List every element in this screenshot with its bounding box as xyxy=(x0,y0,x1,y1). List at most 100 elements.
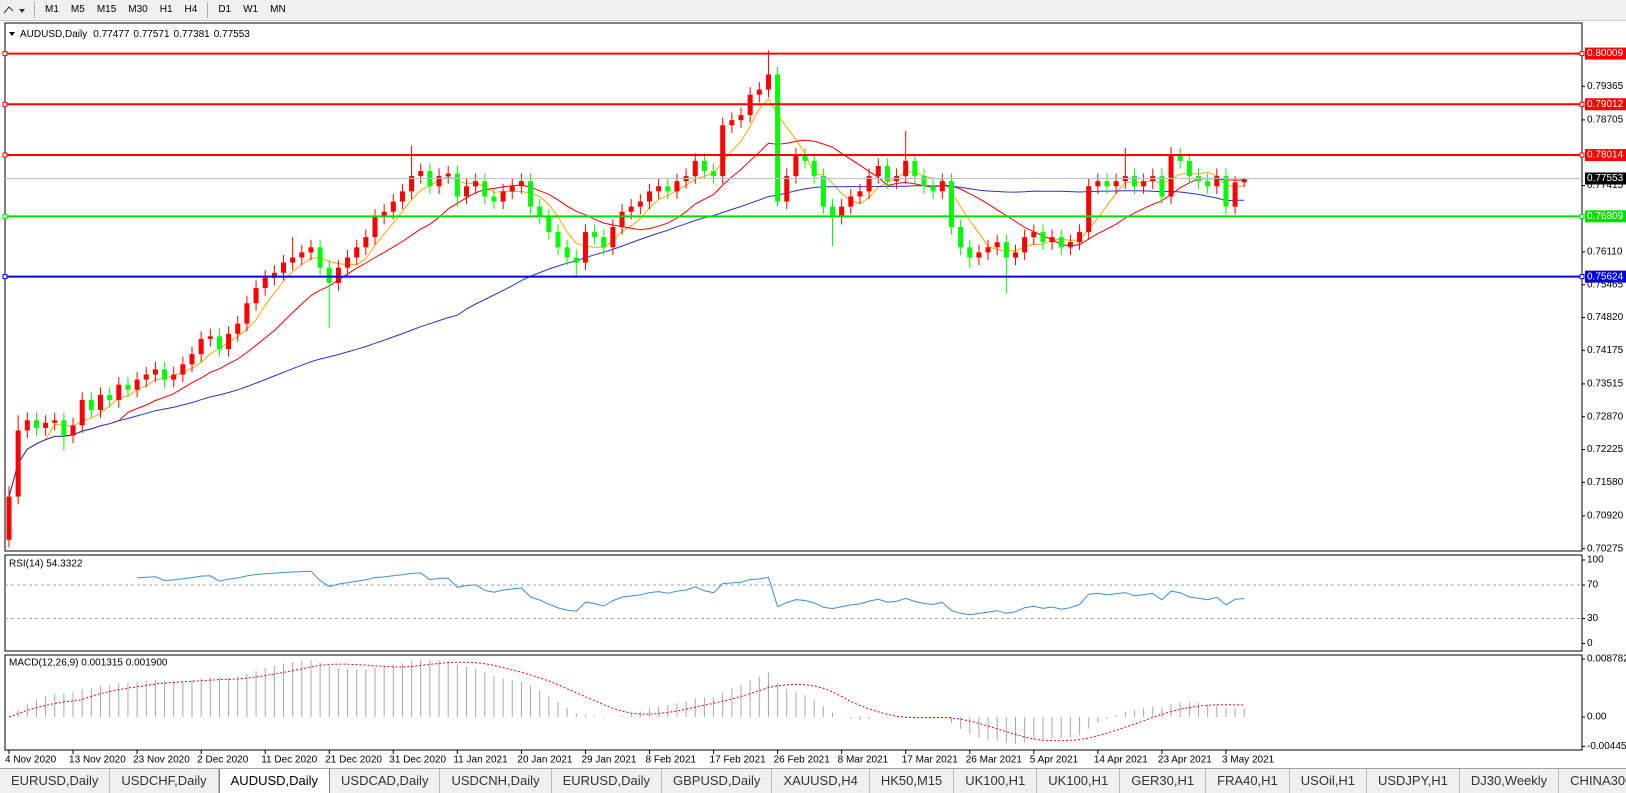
candle-body xyxy=(1022,237,1028,253)
chart-tab[interactable]: USOil,H1 xyxy=(1290,769,1367,793)
timeframe-button[interactable]: M5 xyxy=(70,4,85,15)
chart-tab[interactable]: GBPUSD,Daily xyxy=(662,769,773,793)
y-tick-label: 30 xyxy=(1587,613,1599,624)
chart-tab[interactable]: UK100,H1 xyxy=(954,769,1038,793)
y-tick-label: -0.004451 xyxy=(1587,741,1626,752)
candle-body xyxy=(509,186,515,192)
chart-tab[interactable]: HK50,M15 xyxy=(870,769,955,793)
x-tick-label: 17 Feb 2021 xyxy=(710,755,767,766)
candle-body xyxy=(665,186,671,192)
candle-body xyxy=(958,226,964,248)
candle-body xyxy=(454,173,460,197)
candle-body xyxy=(601,237,607,248)
chart-tab[interactable]: FRA40,H1 xyxy=(1206,769,1290,793)
rsi-line xyxy=(137,570,1245,616)
level-price-label: 0.78014 xyxy=(1587,150,1624,161)
chart-tab[interactable]: EURUSD,Daily xyxy=(552,769,662,793)
timeframe-button[interactable]: D1 xyxy=(218,4,232,15)
candle-body xyxy=(765,74,771,90)
chart-tab[interactable]: XAUUSD,H4 xyxy=(772,769,870,793)
chart-tab[interactable]: DJ30,Weekly xyxy=(1460,769,1560,793)
chart-tab[interactable]: CHINA300,H1 xyxy=(1559,769,1626,793)
x-tick-label: 26 Feb 2021 xyxy=(774,755,831,766)
candle-body xyxy=(308,247,314,253)
candle-body xyxy=(592,232,598,238)
timeframe-button[interactable]: M1 xyxy=(45,4,59,15)
timeframe-button[interactable]: W1 xyxy=(243,4,259,15)
x-tick-label: 31 Dec 2020 xyxy=(389,755,446,766)
candle-body xyxy=(33,420,39,428)
y-tick-label: 0.71580 xyxy=(1587,477,1624,488)
candle-body xyxy=(299,252,305,258)
timeframe-button[interactable]: M30 xyxy=(128,4,148,15)
chart-tab[interactable]: USDCNH,Daily xyxy=(440,769,552,793)
candle-body xyxy=(1013,252,1018,258)
candle-body xyxy=(1232,182,1238,207)
collapse-arrow xyxy=(9,32,15,36)
moving-average xyxy=(8,139,1245,497)
candle-body xyxy=(720,125,726,177)
y-tick-label: 0.008782 xyxy=(1587,654,1626,665)
candle-body xyxy=(1168,155,1174,197)
candle-body xyxy=(647,191,652,202)
candle-body xyxy=(1031,232,1037,238)
macd-panel xyxy=(4,654,1583,751)
chart-tab[interactable]: GER30,H1 xyxy=(1120,769,1207,793)
candle-body xyxy=(857,191,863,197)
x-tick-label: 2 Dec 2020 xyxy=(197,755,249,766)
price-box xyxy=(1585,172,1626,185)
y-tick-label: 0.74175 xyxy=(1587,345,1624,356)
candle-body xyxy=(354,247,360,258)
timeframe-button[interactable]: H1 xyxy=(159,4,173,15)
x-tick-label: 23 Nov 2020 xyxy=(133,755,190,766)
candle-body xyxy=(582,232,588,263)
chart-tab[interactable]: USDCHF,Daily xyxy=(110,769,219,793)
candle-body xyxy=(262,277,268,289)
timeframe-button[interactable]: H4 xyxy=(184,4,198,15)
level-price-label: 0.75624 xyxy=(1587,271,1624,282)
candle-body xyxy=(903,160,909,177)
level-price-box xyxy=(1585,149,1626,162)
y-tick-label: 0.72225 xyxy=(1587,444,1624,455)
y-tick-label: 0.72870 xyxy=(1587,411,1624,422)
candle-body xyxy=(390,201,396,212)
timeframe-button[interactable]: M15 xyxy=(96,4,117,15)
chart-tab[interactable]: USDCAD,Daily xyxy=(330,769,441,793)
candle-body xyxy=(619,211,625,227)
level-handle xyxy=(1579,152,1585,158)
candle-body xyxy=(134,379,140,390)
candle-body xyxy=(1003,242,1009,258)
level-handle xyxy=(2,101,8,107)
candle-body xyxy=(537,206,543,217)
candle-body xyxy=(473,181,479,187)
level-handle xyxy=(2,274,8,280)
chart-tab[interactable]: USDJPY,H1 xyxy=(1367,769,1460,793)
candle-body xyxy=(326,267,332,283)
candle-body xyxy=(1205,181,1211,187)
x-tick-label: 26 Mar 2021 xyxy=(966,755,1023,766)
open-price: 0.77477 xyxy=(93,29,130,40)
candle-body xyxy=(152,369,158,375)
candle-body xyxy=(830,206,835,217)
y-tick-label: 0.70275 xyxy=(1587,543,1624,554)
candle-body xyxy=(674,181,680,192)
chart-tab[interactable]: UK100,H1 xyxy=(1037,769,1121,793)
candle-body xyxy=(1049,237,1055,243)
candle-body xyxy=(43,422,49,428)
level-price-box xyxy=(1585,47,1626,60)
candle-body xyxy=(281,262,286,273)
y-tick-label: 100 xyxy=(1587,555,1604,566)
candle-body xyxy=(363,237,369,248)
chart-tab[interactable]: EURUSD,Daily xyxy=(0,769,111,793)
candle-body xyxy=(1159,176,1165,197)
timeframe-button[interactable]: MN xyxy=(270,4,286,15)
chart-tab[interactable]: AUDUSD,Daily xyxy=(218,769,331,793)
candle-body xyxy=(656,186,662,192)
main-panel xyxy=(4,22,1583,552)
candle-body xyxy=(189,354,195,365)
candle-body xyxy=(70,425,76,436)
candle-body xyxy=(985,247,991,253)
candle-body xyxy=(79,399,85,426)
candle-body xyxy=(180,364,186,375)
x-tick-label: 17 Mar 2021 xyxy=(902,755,959,766)
